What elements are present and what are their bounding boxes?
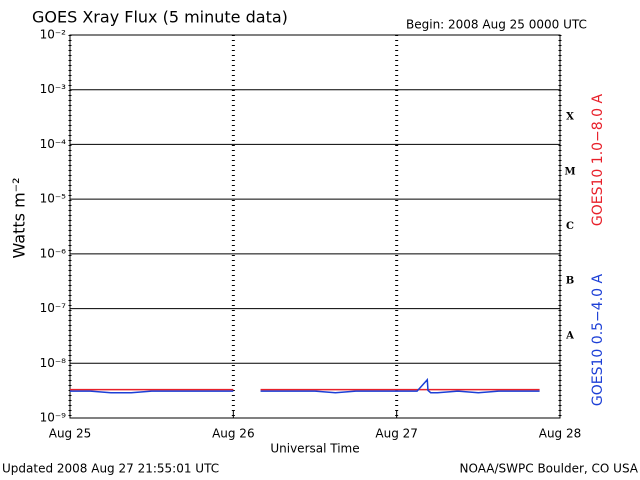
flare-class-label: C: [566, 221, 574, 232]
chart-title: GOES Xray Flux (5 minute data): [32, 8, 288, 27]
y-tick-label: 10⁻⁶: [40, 246, 67, 260]
x-tick-label: Aug 27: [375, 427, 418, 441]
x-tick-label: Aug 28: [539, 427, 582, 441]
flare-class-label: B: [566, 276, 574, 287]
y-axis-label: Watts m⁻²: [10, 177, 29, 258]
y-tick-label: 10⁻⁷: [40, 301, 67, 315]
x-axis-label: Universal Time: [270, 442, 359, 456]
y-tick-label: 10⁻⁹: [40, 411, 67, 425]
flare-class-label: X: [566, 112, 574, 123]
footer-right: NOAA/SWPC Boulder, CO USA: [460, 462, 639, 476]
flare-class-label: A: [565, 330, 574, 341]
y-tick-label: 10⁻²: [40, 28, 67, 42]
flare-class-label: M: [564, 166, 575, 177]
chart-subtitle: Begin: 2008 Aug 25 0000 UTC: [406, 18, 587, 32]
legend-entry: GOES10 1.0−8.0 A: [590, 94, 606, 227]
series-line: [70, 377, 540, 394]
y-tick-label: 10⁻⁵: [40, 192, 67, 206]
x-tick-label: Aug 26: [212, 427, 255, 441]
y-tick-label: 10⁻⁴: [40, 137, 67, 151]
y-tick-label: 10⁻³: [40, 82, 67, 96]
x-tick-label: Aug 25: [49, 427, 92, 441]
footer-left: Updated 2008 Aug 27 21:55:01 UTC: [2, 462, 219, 476]
y-tick-label: 10⁻⁸: [40, 356, 67, 370]
legend-entry: GOES10 0.5−4.0 A: [590, 274, 606, 407]
plot-frame: [69, 34, 561, 419]
